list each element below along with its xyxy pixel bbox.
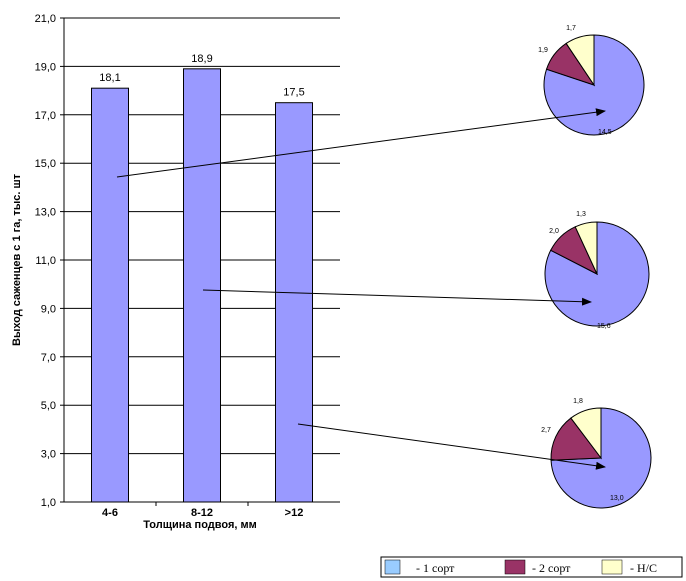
bars: [91, 68, 313, 503]
pie-slice-label: 1,7: [566, 25, 576, 32]
pie-slice: [570, 407, 602, 460]
pie-slice-label: 1,9: [538, 47, 548, 54]
pie-slice-label: 13,0: [610, 495, 624, 502]
y-tick-label: 1,0: [41, 497, 56, 509]
legend-label-2: - 2 сорт: [532, 561, 571, 575]
x-tick-label: >12: [285, 507, 304, 519]
y-tick-label: 17,0: [35, 110, 56, 122]
y-tick-label: 13,0: [35, 207, 56, 219]
connector-arrow: [116, 108, 606, 178]
pie-slice-label: 14,5: [598, 129, 612, 136]
pie-slice-label: 2,7: [541, 427, 551, 434]
y-axis-title: Выход саженцев с 1 га, тыс. шт: [11, 173, 23, 346]
y-tick-label: 15,0: [35, 158, 56, 170]
x-tick-label: 8-12: [191, 507, 213, 519]
pie-charts: 14,5 1,9 1,7 15,6 2,0 1,3 13,0 2,7 1,8: [538, 25, 652, 509]
y-tick-label: 21,0: [35, 13, 56, 25]
pie-chart-1: 14,5 1,9 1,7: [538, 25, 645, 136]
bar-value-label: 18,9: [191, 53, 212, 65]
y-tick-label: 19,0: [35, 61, 56, 73]
connector-arrows: [116, 108, 606, 470]
x-ticks: 4-6 8-12 >12: [102, 502, 303, 519]
legend-swatch-3: [601, 559, 623, 575]
pie-slice-label: 1,8: [573, 398, 583, 405]
pie-chart-2: 15,6 2,0 1,3: [544, 211, 650, 330]
y-tick-label: 11,0: [35, 255, 56, 267]
bar-value-label: 17,5: [283, 87, 304, 99]
pie-slice-label: 2,0: [549, 228, 559, 235]
y-tick-label: 9,0: [41, 303, 56, 315]
pie-slice: [550, 407, 652, 509]
bar-3: [275, 102, 313, 503]
bar-2: [183, 68, 221, 503]
y-tick-label: 7,0: [41, 352, 56, 364]
x-tick-label: 4-6: [102, 507, 118, 519]
connector-arrow: [202, 289, 592, 306]
pie-slice: [565, 34, 595, 87]
bar-1: [91, 87, 129, 503]
bar-chart: 18,1 18,9 17,5 1,0 3,0 5,0 7,0 9,0 11,0 13,0 15,0…: [11, 13, 340, 531]
y-tick-label: 3,0: [41, 449, 56, 461]
bar-value-labels: 18,1 18,9 17,5: [99, 53, 304, 99]
x-axis-title: Толщина подвоя, мм: [143, 519, 257, 531]
legend-swatch-2: [504, 559, 526, 575]
pie-slice: [574, 221, 598, 275]
pie-slice-label: 15,6: [597, 323, 611, 330]
pie-chart-3: 13,0 2,7 1,8: [541, 398, 652, 509]
connector-arrow: [297, 423, 606, 470]
pie-slice: [544, 221, 650, 327]
y-tick-label: 5,0: [41, 400, 56, 412]
legend-label-1: - 1 сорт: [416, 561, 455, 575]
legend: - 1 сорт - 2 сорт - Н/С: [380, 556, 683, 578]
y-ticks: 1,0 3,0 5,0 7,0 9,0 11,0 13,0 15,0 17,0 19,0 21,0: [35, 13, 64, 509]
legend-label-3: - Н/С: [630, 561, 657, 575]
bar-value-label: 18,1: [99, 72, 120, 84]
legend-swatch-1: [384, 559, 401, 575]
pie-slice-label: 1,3: [576, 211, 586, 218]
